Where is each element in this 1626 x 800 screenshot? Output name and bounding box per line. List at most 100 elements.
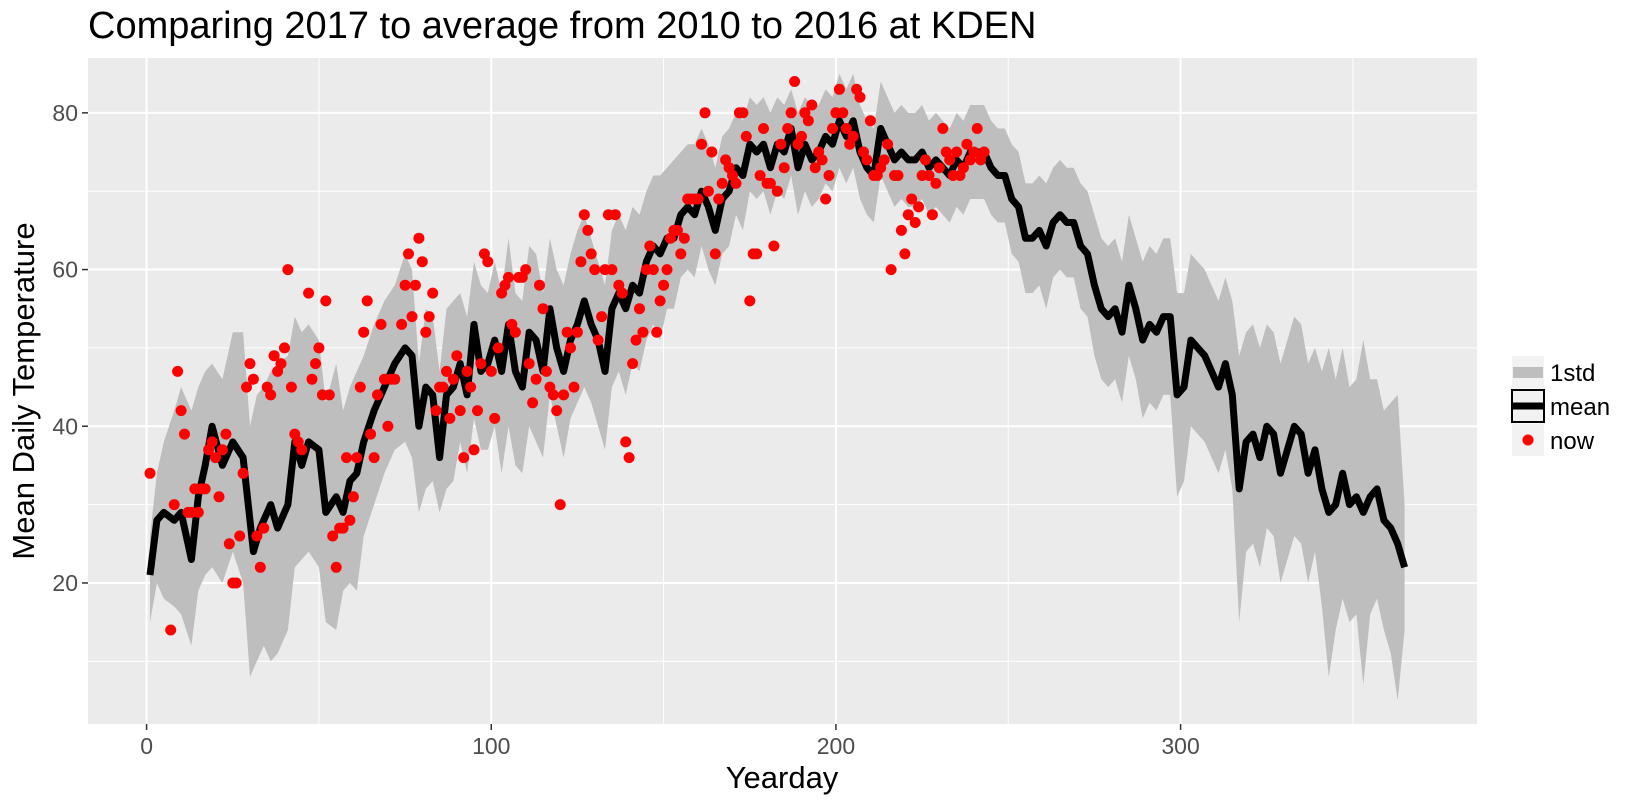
now-point (389, 373, 401, 385)
now-point (578, 209, 590, 221)
now-point (716, 177, 728, 189)
now-point (447, 373, 459, 385)
y-axis-ticks: 20 40 60 80 (52, 100, 88, 596)
now-point (623, 452, 635, 464)
now-point (637, 326, 649, 338)
now-point (365, 428, 377, 440)
now-point (344, 514, 356, 526)
now-point (627, 358, 639, 370)
now-point (709, 248, 721, 260)
now-point (534, 279, 545, 291)
now-point (592, 334, 604, 346)
now-point (406, 311, 418, 323)
now-point (279, 342, 290, 354)
now-point (758, 123, 769, 134)
now-point (244, 358, 256, 370)
now-point (696, 138, 707, 150)
now-point (951, 146, 963, 158)
now-point (423, 311, 435, 323)
now-point (895, 224, 907, 236)
now-point (241, 381, 252, 393)
x-tick-label: 100 (472, 733, 510, 759)
now-point (768, 240, 780, 252)
now-point (192, 506, 204, 518)
now-point (251, 530, 263, 542)
legend-swatch-band (1513, 367, 1543, 378)
now-point (465, 381, 477, 393)
now-point (551, 405, 563, 417)
now-point (382, 420, 394, 432)
now-point (351, 452, 363, 464)
now-point (913, 201, 925, 213)
legend: 1std mean now (1511, 356, 1610, 456)
now-point (647, 264, 659, 276)
now-point (661, 264, 673, 276)
now-point (751, 248, 763, 260)
now-point (796, 130, 807, 142)
now-point (820, 193, 832, 205)
now-point (778, 162, 790, 174)
now-point (568, 381, 580, 393)
now-point (827, 123, 838, 134)
now-point (675, 248, 687, 260)
now-point (878, 154, 890, 166)
now-point (937, 123, 949, 134)
now-point (775, 138, 787, 150)
now-point (320, 295, 332, 307)
now-point (854, 91, 866, 103)
now-point (165, 624, 177, 636)
now-point (503, 271, 514, 283)
now-point (527, 397, 539, 409)
y-tick-label: 60 (52, 257, 78, 283)
now-point (620, 436, 632, 448)
now-point (361, 295, 373, 307)
now-point (216, 444, 228, 456)
now-point (926, 209, 938, 221)
now-point (713, 193, 725, 205)
now-point (554, 499, 566, 511)
now-point (706, 146, 718, 158)
mean-line (146, 117, 1408, 576)
now-points (144, 76, 990, 636)
now-point (237, 467, 249, 479)
now-point (347, 491, 359, 503)
now-point (754, 170, 766, 181)
now-point (420, 326, 432, 338)
now-point (802, 115, 814, 127)
now-point (144, 467, 156, 479)
now-point (737, 107, 749, 119)
now-point (957, 162, 969, 174)
now-point (575, 256, 587, 268)
now-point (561, 326, 573, 338)
now-point (310, 358, 321, 370)
now-point (730, 177, 742, 189)
now-point (230, 577, 242, 589)
now-point (330, 561, 342, 573)
now-point (699, 107, 711, 119)
now-point (265, 389, 277, 401)
now-point (606, 264, 618, 276)
now-point (920, 154, 931, 166)
legend-label-band: 1std (1550, 360, 1595, 387)
legend-swatch-now (1522, 434, 1534, 446)
now-point (327, 530, 339, 542)
now-point (558, 389, 570, 401)
now-point (547, 389, 559, 401)
now-point (809, 162, 821, 174)
x-axis-title: Yearday (726, 760, 839, 795)
now-point (971, 123, 983, 134)
now-point (368, 452, 380, 464)
now-point (885, 264, 897, 276)
now-point (644, 240, 656, 252)
x-axis-ticks: 0 100 200 300 (140, 724, 1200, 759)
now-point (589, 264, 601, 276)
now-point (275, 358, 287, 370)
now-point (175, 405, 187, 417)
now-point (306, 373, 318, 385)
now-point (692, 193, 704, 205)
now-point (520, 264, 532, 276)
now-point (616, 287, 628, 299)
now-point (354, 381, 366, 393)
now-point (634, 303, 645, 315)
now-point (341, 452, 352, 464)
